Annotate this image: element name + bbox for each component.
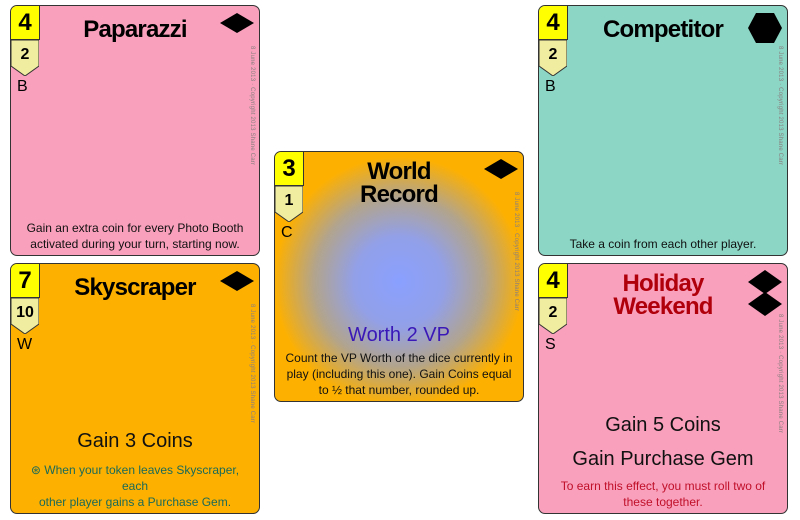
card-letter: B	[545, 78, 556, 95]
rule-line: Gain an extra coin for every Photo Booth	[26, 221, 244, 235]
card-paparazzi[interactable]: 4 2 B Paparazzi 8 June 2013 · Copyright …	[10, 5, 260, 256]
card-rules: Gain 3 Coins ⊛ When your token leaves Sk…	[21, 424, 249, 510]
title-line: Record	[360, 181, 439, 208]
cost-box: 4	[11, 6, 40, 40]
card-title: Competitor	[603, 16, 724, 43]
card-world-record[interactable]: 3 1 C World Record 8 June 2013 · Copyrig…	[274, 151, 524, 402]
rule-line: play (including this one). Gain Coins eq…	[286, 367, 512, 381]
cost-box: 3	[275, 152, 304, 186]
card-title: Holiday Weekend	[569, 270, 757, 320]
card-skyscraper[interactable]: 7 10 W Skyscraper 8 June 2013 · Copyrigh…	[10, 263, 260, 514]
note-line: these together.	[623, 495, 703, 509]
card-rules: Take a coin from each other player.	[549, 236, 777, 252]
cost-box: 4	[539, 6, 568, 40]
badge-value: 2	[539, 40, 567, 76]
note-line: To earn this effect, you must roll two o…	[560, 479, 766, 493]
diamond-icon	[220, 13, 254, 33]
badge-value: 2	[539, 298, 567, 334]
badge-value: 2	[11, 40, 39, 76]
card-competitor[interactable]: 4 2 B Competitor 8 June 2013 · Copyright…	[538, 5, 788, 256]
rule-line: Count the VP Worth of the dice currently…	[285, 351, 513, 365]
cost-box: 4	[539, 264, 568, 298]
double-diamond-icon	[748, 270, 782, 316]
title-line: World	[367, 158, 431, 185]
rule-line: to ½ that number, rounded up.	[318, 383, 480, 397]
card-rules: Gain an extra coin for every Photo Booth…	[21, 220, 249, 252]
card-letter: S	[545, 336, 556, 353]
hexagon-icon	[748, 13, 782, 43]
diamond-icon	[220, 271, 254, 291]
copyright-text: 8 June 2013 · Copyright 2013 Shane Carr	[249, 46, 255, 166]
title-line: Weekend	[613, 293, 713, 320]
badge-number: 2	[548, 304, 558, 321]
copyright-text: 8 June 2013 · Copyright 2013 Shane Carr	[249, 304, 255, 424]
badge-value: 10	[11, 298, 39, 334]
badge-value: 1	[275, 186, 303, 222]
rule-line: Take a coin from each other player.	[569, 237, 757, 251]
badge-number: 10	[16, 304, 34, 321]
effect-text: Gain 3 Coins	[77, 430, 193, 452]
note-line: other player gains a Purchase Gem.	[38, 495, 232, 509]
effect-text: Gain 5 Coins	[605, 414, 721, 436]
badge-number: 2	[548, 46, 558, 63]
card-letter: W	[17, 336, 33, 353]
effect-text: Gain Purchase Gem	[572, 448, 754, 470]
rule-line: activated during your turn, starting now…	[30, 237, 240, 251]
badge-number: 2	[20, 46, 30, 63]
copyright-text: 8 June 2013 · Copyright 2013 Shane Carr	[777, 46, 783, 166]
card-rules: Worth 2 VP Count the VP Worth of the dic…	[285, 320, 513, 398]
card-title: Skyscraper	[74, 274, 196, 301]
copyright-text: 8 June 2013 · Copyright 2013 Shane Carr	[777, 314, 783, 434]
card-holiday-weekend[interactable]: 4 2 S Holiday Weekend 8 June 2013 · Copy…	[538, 263, 788, 514]
card-letter: C	[281, 224, 293, 241]
vp-worth: Worth 2 VP	[348, 324, 450, 346]
note-line: ⊛ When your token leaves Skyscraper, eac…	[30, 463, 240, 493]
badge-number: 1	[284, 192, 294, 209]
card-title: World Record	[305, 158, 493, 208]
cost-box: 7	[11, 264, 40, 298]
card-letter: B	[17, 78, 28, 95]
title-line: Holiday	[622, 270, 704, 297]
diamond-icon	[484, 159, 518, 179]
card-rules: Gain 5 Coins Gain Purchase Gem To earn t…	[549, 408, 777, 510]
card-title: Paparazzi	[83, 16, 187, 43]
copyright-text: 8 June 2013 · Copyright 2013 Shane Carr	[513, 192, 519, 312]
